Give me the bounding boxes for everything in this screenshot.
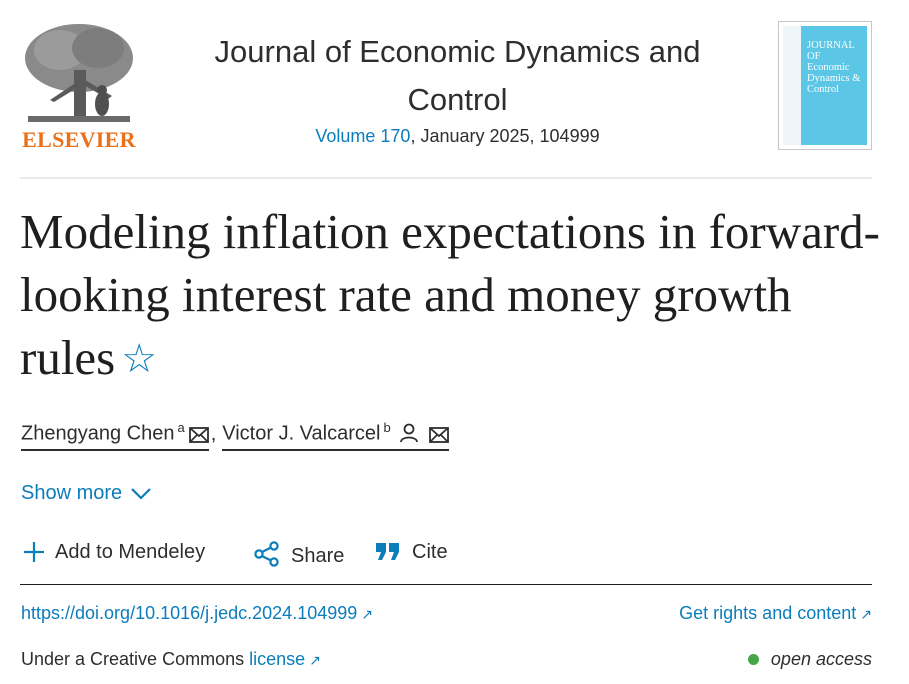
- doi-text: https://doi.org/10.1016/j.jedc.2024.1049…: [21, 603, 358, 623]
- cover-background: JOURNAL OF Economic Dynamics & Control: [783, 26, 867, 145]
- external-link-icon: ↗: [361, 606, 373, 622]
- author-chen[interactable]: Zhengyang Chen a: [21, 420, 209, 451]
- rights-text: Get rights and content: [679, 603, 857, 623]
- cover-side-strip: [783, 26, 801, 145]
- share-icon: [254, 541, 279, 567]
- author-affiliation: a: [177, 420, 185, 435]
- chevron-down-icon: [131, 488, 151, 500]
- author-name: Zhengyang Chen: [21, 422, 175, 445]
- license-prefix: Under a Creative Commons: [21, 649, 245, 669]
- show-more-label: Show more: [21, 482, 123, 504]
- issue-line: Volume 170, January 2025, 104999: [180, 126, 735, 147]
- issue-details: , January 2025, 104999: [410, 126, 600, 146]
- person-icon: [399, 423, 418, 442]
- cite-button[interactable]: Cite: [374, 541, 448, 564]
- article-title-text: Modeling inflation expectations in forwa…: [20, 204, 880, 385]
- add-to-mendeley-label: Add to Mendeley: [55, 541, 206, 563]
- actions-divider: [20, 584, 872, 585]
- author-list: Zhengyang Chen a, Victor J. Valcarcel b: [21, 420, 449, 451]
- author-separator: ,: [210, 422, 217, 445]
- header-divider: [20, 177, 872, 179]
- external-link-icon: ↗: [309, 652, 321, 668]
- share-button[interactable]: Share: [253, 541, 344, 568]
- quote-icon: [376, 543, 399, 560]
- rights-link[interactable]: Get rights and content ↗: [679, 603, 872, 624]
- email-icon: [428, 426, 449, 443]
- elsevier-logo[interactable]: [20, 20, 138, 150]
- email-icon: [188, 426, 209, 443]
- open-access-badge: open access: [747, 649, 872, 670]
- author-name: Victor J. Valcarcel: [222, 422, 381, 445]
- plus-icon: [24, 542, 44, 562]
- article-title: Modeling inflation expectations in forwa…: [20, 200, 880, 390]
- license-line: Under a Creative Commons license ↗: [21, 649, 321, 670]
- author-valcarcel[interactable]: Victor J. Valcarcel b: [222, 420, 449, 451]
- journal-cover[interactable]: JOURNAL OF Economic Dynamics & Control: [778, 21, 872, 150]
- share-label: Share: [291, 545, 345, 567]
- license-link[interactable]: license ↗: [249, 649, 321, 669]
- star-icon[interactable]: ☆: [121, 336, 158, 381]
- doi-link[interactable]: https://doi.org/10.1016/j.jedc.2024.1049…: [21, 603, 373, 624]
- open-access-label: open access: [770, 649, 872, 669]
- show-more-button[interactable]: Show more: [21, 482, 152, 505]
- add-to-mendeley-button[interactable]: Add to Mendeley: [23, 541, 205, 564]
- open-access-dot: [747, 654, 759, 665]
- cover-title: JOURNAL OF Economic Dynamics & Control: [807, 40, 861, 95]
- external-link-icon: ↗: [860, 606, 872, 622]
- author-affiliation: b: [383, 420, 391, 435]
- publisher-wordmark: ELSEVIER: [22, 127, 136, 152]
- license-link-text: license: [249, 649, 306, 669]
- volume-link[interactable]: Volume 170: [315, 126, 411, 146]
- journal-title[interactable]: Journal of Economic Dynamics and Control: [214, 34, 701, 117]
- cite-label: Cite: [412, 541, 448, 563]
